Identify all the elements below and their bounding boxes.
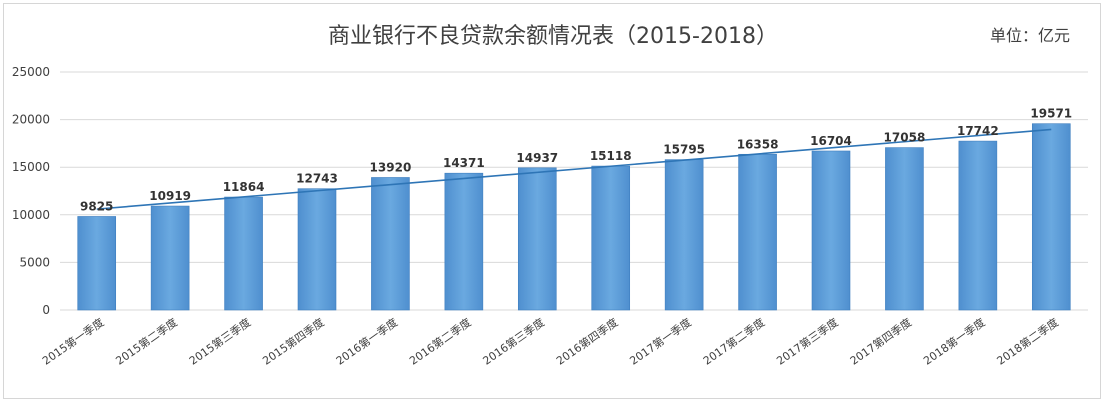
data-label: 19571 <box>1030 107 1072 121</box>
bar <box>591 165 631 311</box>
data-label: 9825 <box>80 199 113 213</box>
x-tick-label: 2017第二季度 <box>700 315 767 368</box>
y-axis-ticks: 0 5000 10000 15000 20000 25000 <box>12 65 50 317</box>
x-tick-label: 2016第二季度 <box>407 315 474 368</box>
trendline-group <box>96 128 1052 210</box>
x-tick-label: 2016第一季度 <box>333 315 400 368</box>
y-tick-label: 10000 <box>12 208 50 222</box>
data-label: 15118 <box>590 149 632 163</box>
y-tick-label: 15000 <box>12 160 50 174</box>
unit-label: 单位：亿元 <box>989 26 1070 45</box>
y-tick-label: 5000 <box>19 255 50 269</box>
bar <box>150 205 190 311</box>
data-label: 14937 <box>516 151 558 165</box>
data-label: 10919 <box>149 189 191 203</box>
bar <box>664 159 704 311</box>
chart-title: 商业银行不良贷款余额情况表（2015-2018） <box>328 24 778 49</box>
gridlines <box>60 71 1088 311</box>
y-tick-label: 25000 <box>12 65 50 79</box>
bar <box>77 216 117 311</box>
data-label: 12743 <box>296 172 338 186</box>
bar <box>297 188 337 311</box>
data-label: 14371 <box>443 156 485 170</box>
data-label: 16704 <box>810 134 852 148</box>
x-tick-label: 2017第三季度 <box>774 315 841 368</box>
bar <box>517 167 557 311</box>
y-tick-label: 0 <box>42 303 50 317</box>
trendline <box>96 128 1052 210</box>
bar <box>958 140 998 311</box>
bars <box>77 123 1071 311</box>
x-tick-label: 2017第一季度 <box>627 315 694 368</box>
y-tick-label: 20000 <box>12 113 50 127</box>
data-label: 16358 <box>737 137 779 151</box>
x-tick-label: 2018第一季度 <box>921 315 988 368</box>
x-tick-label: 2015第一季度 <box>39 315 106 368</box>
bar <box>885 147 924 311</box>
x-tick-label: 2015第四季度 <box>260 315 327 368</box>
x-tick-label: 2016第三季度 <box>480 315 547 368</box>
x-tick-label: 2016第四季度 <box>553 315 620 368</box>
bar <box>811 150 851 311</box>
x-axis-ticks: 2015第一季度 2015第二季度 2015第三季度 2015第四季度 2016第一季度… <box>39 315 1061 368</box>
data-label: 15795 <box>663 143 705 157</box>
x-tick-label: 2015第三季度 <box>186 315 253 368</box>
x-tick-label: 2015第二季度 <box>113 315 180 368</box>
data-label: 13920 <box>370 160 412 174</box>
bar <box>1031 123 1071 311</box>
bar <box>224 196 263 311</box>
x-tick-label: 2017第四季度 <box>847 315 914 368</box>
bar <box>738 153 777 311</box>
bar <box>444 172 484 311</box>
bar <box>371 177 410 311</box>
x-tick-label: 2018第二季度 <box>994 315 1061 368</box>
data-labels: 9825 10919 11864 12743 13920 14371 14937 15118 1… <box>80 107 1072 214</box>
data-label: 17058 <box>884 131 926 145</box>
data-label: 11864 <box>223 180 265 194</box>
data-label: 17742 <box>957 124 999 138</box>
